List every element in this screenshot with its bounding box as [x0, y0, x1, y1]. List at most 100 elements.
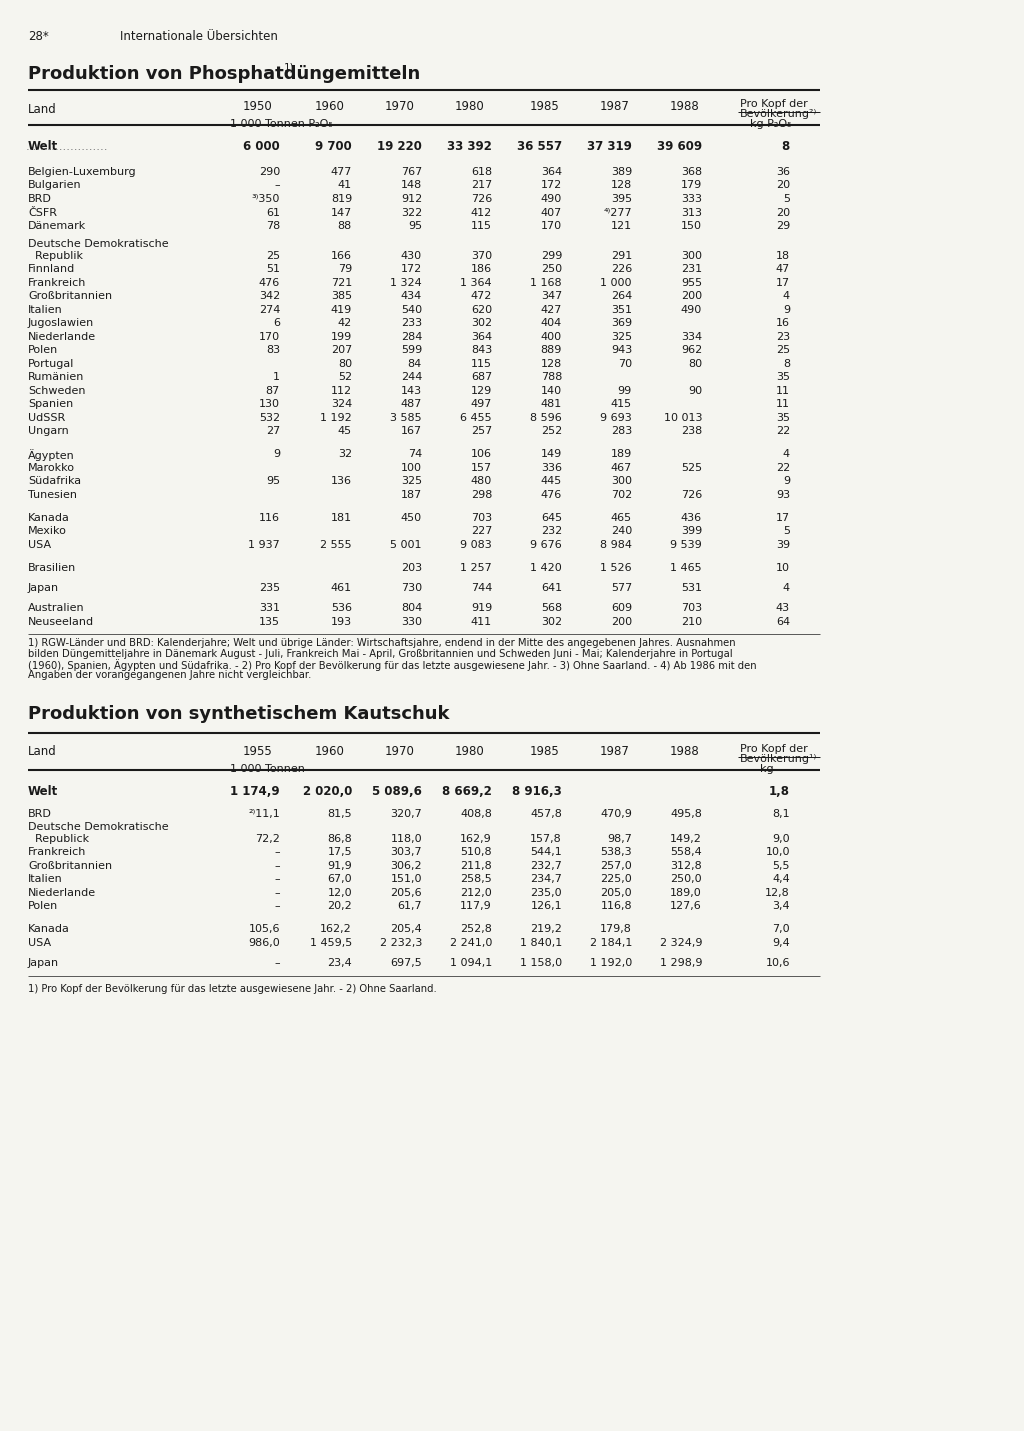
Text: 166: 166 [331, 250, 352, 260]
Text: 126,1: 126,1 [530, 902, 562, 912]
Text: Tunesien: Tunesien [28, 489, 77, 499]
Text: 1 000 Tonnen P₂O₅: 1 000 Tonnen P₂O₅ [230, 119, 333, 129]
Text: Italien: Italien [28, 874, 62, 884]
Text: 434: 434 [400, 290, 422, 301]
Text: 697,5: 697,5 [390, 957, 422, 967]
Text: 419: 419 [331, 305, 352, 315]
Text: 1 459,5: 1 459,5 [309, 937, 352, 947]
Text: 25: 25 [266, 250, 280, 260]
Text: 1960: 1960 [315, 100, 345, 113]
Text: 1) RGW-Länder und BRD: Kalenderjahre; Welt und übrige Länder: Wirtschaftsjahre, : 1) RGW-Länder und BRD: Kalenderjahre; We… [28, 638, 735, 648]
Text: 450: 450 [400, 512, 422, 522]
Text: 99: 99 [617, 386, 632, 396]
Text: 407: 407 [541, 207, 562, 218]
Text: 258,5: 258,5 [460, 874, 492, 884]
Text: 1 094,1: 1 094,1 [450, 957, 492, 967]
Text: 74: 74 [408, 449, 422, 459]
Text: 9: 9 [783, 305, 790, 315]
Text: 100: 100 [401, 462, 422, 472]
Text: 28*: 28* [28, 30, 49, 43]
Text: Jugoslawien: Jugoslawien [28, 318, 94, 328]
Text: 83: 83 [266, 345, 280, 355]
Text: Produktion von Phosphatdüngemitteln: Produktion von Phosphatdüngemitteln [28, 64, 420, 83]
Text: 427: 427 [541, 305, 562, 315]
Text: 599: 599 [400, 345, 422, 355]
Text: 962: 962 [681, 345, 702, 355]
Text: 45: 45 [338, 426, 352, 436]
Text: 9: 9 [272, 449, 280, 459]
Text: 609: 609 [611, 602, 632, 612]
Text: 325: 325 [611, 332, 632, 342]
Text: Deutsche Demokratische: Deutsche Demokratische [28, 821, 169, 831]
Text: 299: 299 [541, 250, 562, 260]
Text: 130: 130 [259, 399, 280, 409]
Text: 257: 257 [471, 426, 492, 436]
Text: 445: 445 [541, 477, 562, 487]
Text: 10: 10 [776, 562, 790, 572]
Text: 1 937: 1 937 [248, 539, 280, 550]
Text: 116: 116 [259, 512, 280, 522]
Text: Neuseeland: Neuseeland [28, 617, 94, 627]
Text: 41: 41 [338, 180, 352, 190]
Text: BRD: BRD [28, 810, 52, 820]
Text: 232,7: 232,7 [530, 860, 562, 870]
Text: 2 241,0: 2 241,0 [450, 937, 492, 947]
Text: 10,6: 10,6 [766, 957, 790, 967]
Text: 538,3: 538,3 [600, 847, 632, 857]
Text: 490: 490 [541, 195, 562, 205]
Text: 42: 42 [338, 318, 352, 328]
Text: 334: 334 [681, 332, 702, 342]
Text: 200: 200 [611, 617, 632, 627]
Text: 84: 84 [408, 359, 422, 369]
Text: 203: 203 [400, 562, 422, 572]
Text: 436: 436 [681, 512, 702, 522]
Text: 205,4: 205,4 [390, 924, 422, 934]
Text: 72,2: 72,2 [255, 834, 280, 844]
Text: Welt: Welt [28, 140, 58, 153]
Text: 23: 23 [776, 332, 790, 342]
Text: 1 000 Tonnen: 1 000 Tonnen [230, 764, 305, 774]
Text: 10,0: 10,0 [766, 847, 790, 857]
Text: 143: 143 [400, 386, 422, 396]
Text: 320,7: 320,7 [390, 810, 422, 820]
Text: 1988: 1988 [670, 100, 699, 113]
Text: 8: 8 [781, 140, 790, 153]
Text: 8 596: 8 596 [530, 412, 562, 422]
Text: 2 232,3: 2 232,3 [380, 937, 422, 947]
Text: 200: 200 [681, 290, 702, 301]
Text: 17: 17 [776, 512, 790, 522]
Text: 87: 87 [266, 386, 280, 396]
Text: 187: 187 [400, 489, 422, 499]
Text: 9 676: 9 676 [530, 539, 562, 550]
Text: 1985: 1985 [530, 746, 560, 758]
Text: 1980: 1980 [455, 100, 485, 113]
Text: Spanien: Spanien [28, 399, 74, 409]
Text: 162,9: 162,9 [460, 834, 492, 844]
Text: 1 298,9: 1 298,9 [659, 957, 702, 967]
Text: 78: 78 [266, 220, 280, 230]
Text: 140: 140 [541, 386, 562, 396]
Text: Land: Land [28, 103, 56, 116]
Text: 1980: 1980 [455, 746, 485, 758]
Text: –: – [274, 180, 280, 190]
Text: 476: 476 [259, 278, 280, 288]
Text: 472: 472 [471, 290, 492, 301]
Text: Pro Kopf der: Pro Kopf der [740, 744, 808, 754]
Text: Japan: Japan [28, 582, 59, 592]
Text: 244: 244 [400, 372, 422, 382]
Text: 17,5: 17,5 [328, 847, 352, 857]
Text: 9 083: 9 083 [460, 539, 492, 550]
Text: 128: 128 [541, 359, 562, 369]
Text: –: – [274, 847, 280, 857]
Text: 20,2: 20,2 [328, 902, 352, 912]
Text: 2 555: 2 555 [321, 539, 352, 550]
Text: 399: 399 [681, 527, 702, 537]
Text: 39 609: 39 609 [656, 140, 702, 153]
Text: Republick: Republick [28, 834, 89, 844]
Text: 290: 290 [259, 167, 280, 177]
Text: 227: 227 [471, 527, 492, 537]
Text: 531: 531 [681, 582, 702, 592]
Text: 106: 106 [471, 449, 492, 459]
Text: –: – [274, 957, 280, 967]
Text: 1 192,0: 1 192,0 [590, 957, 632, 967]
